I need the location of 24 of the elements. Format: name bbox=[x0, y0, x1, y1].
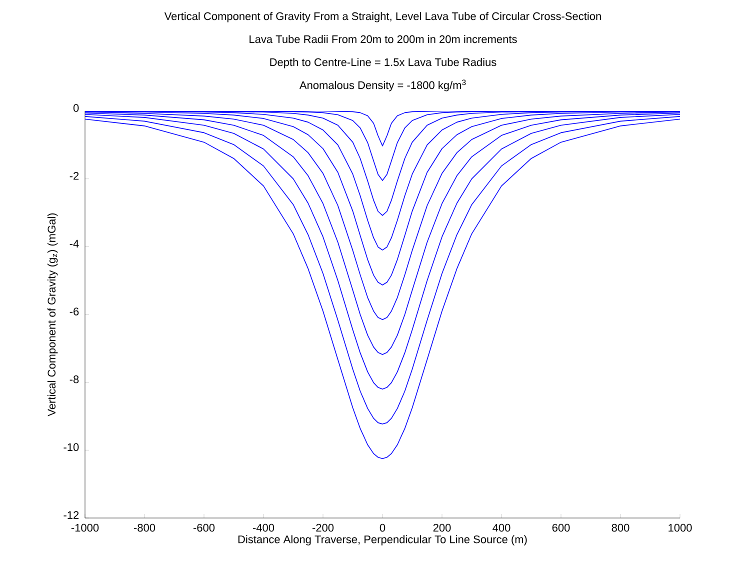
x-tick-label: 800 bbox=[612, 524, 630, 532]
x-tick-label: 200 bbox=[433, 524, 451, 532]
y-tick-label: 0 bbox=[73, 104, 79, 112]
x-tick-label: 0 bbox=[380, 524, 386, 532]
x-tick-label: -200 bbox=[312, 524, 334, 532]
y-axis-title: Vertical Component of Gravity (g$_{z}$) (mGal) bbox=[47, 213, 58, 416]
x-tick-label: 600 bbox=[552, 524, 570, 532]
y-tick-label: -2 bbox=[70, 172, 79, 180]
text: Depth to Centre-Line = 1.5x Lava Tube Radius bbox=[270, 58, 496, 68]
x-tick-label: -400 bbox=[252, 524, 274, 532]
x-tick-label: -1000 bbox=[71, 524, 99, 532]
chart-title: Vertical Component of Gravity From a Straight, Level Lava Tube of Circular Cross-Section bbox=[164, 12, 601, 22]
y-tick-label: -8 bbox=[70, 375, 79, 384]
y-tick-label: -12 bbox=[64, 511, 79, 519]
y-tick-label: -10 bbox=[64, 443, 79, 452]
x-tick-label: 400 bbox=[492, 524, 510, 532]
text: Anomalous Density = -1800 kg/m$^{3}$ bbox=[299, 80, 466, 92]
chart-subtitle: Lava Tube Radii From 20m to 200m in 20m increments bbox=[250, 35, 517, 44]
y-tick-label: -6 bbox=[70, 308, 79, 316]
y-tick-label: -4 bbox=[70, 240, 79, 248]
x-tick-label: 1000 bbox=[668, 524, 692, 532]
x-tick-label: -600 bbox=[193, 524, 215, 532]
x-axis-title: Distance Along Traverse, Perpendicular To Line Source (m) bbox=[238, 535, 527, 546]
x-tick-label: -800 bbox=[134, 524, 156, 532]
